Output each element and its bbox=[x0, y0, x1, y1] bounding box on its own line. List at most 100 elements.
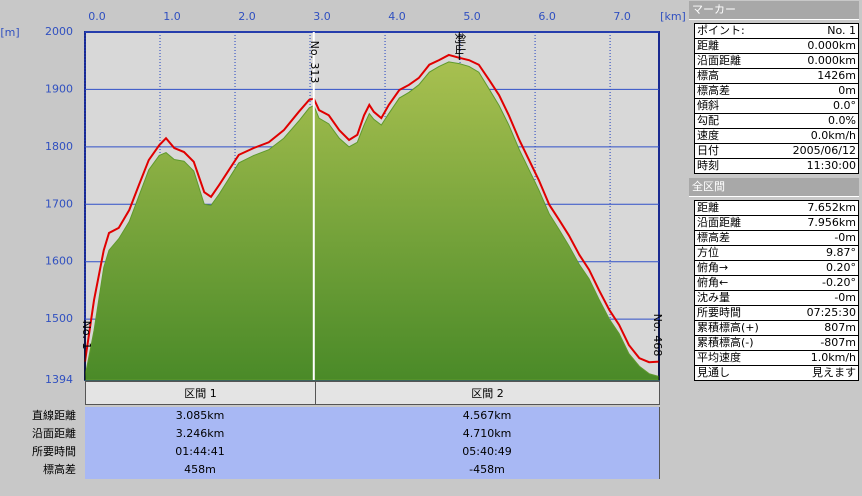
cell: 01:44:41 bbox=[85, 443, 316, 461]
panel-row: 時刻 11:30:00 bbox=[694, 159, 859, 174]
column-header: 区間 2 bbox=[315, 381, 660, 405]
panel-row: 距離 7.652km bbox=[694, 200, 859, 216]
panel-value: 1.0km/h bbox=[810, 351, 856, 364]
marker-panel: マーカーポイント: No. 1 距離 0.000km 沿面距離 0.000km 標高 1426… bbox=[689, 1, 859, 174]
panel-title: 全区間 bbox=[689, 178, 859, 197]
panel-key: 標高 bbox=[697, 69, 719, 82]
panel-key: 沿面距離 bbox=[697, 216, 741, 229]
panel-key: 速度 bbox=[697, 129, 719, 142]
x-tick-label: 7.0 bbox=[613, 10, 631, 23]
cell: 458m bbox=[85, 461, 316, 479]
panel-key: 方位 bbox=[697, 246, 719, 259]
panel-value: 11:30:00 bbox=[806, 159, 856, 172]
panel-key: 沈み量 bbox=[697, 291, 730, 304]
marker-label: 剣山 bbox=[453, 33, 466, 55]
cell: 05:40:49 bbox=[315, 443, 660, 461]
panel-row: 所要時間 07:25:30 bbox=[694, 306, 859, 321]
panel-value: -807m bbox=[820, 336, 856, 349]
cell: 4.710km bbox=[315, 425, 660, 443]
y-tick-label: 2000 bbox=[45, 25, 73, 38]
panel-row: 日付 2005/06/12 bbox=[694, 144, 859, 159]
panel-key: 距離 bbox=[697, 39, 719, 52]
panel-key: 沿面距離 bbox=[697, 54, 741, 67]
panel-key: 標高差 bbox=[697, 84, 730, 97]
panel-key: 所要時間 bbox=[697, 306, 741, 319]
x-tick-label: 4.0 bbox=[388, 10, 406, 23]
y-unit: [m] bbox=[0, 26, 19, 39]
panel-row: ポイント: No. 1 bbox=[694, 23, 859, 39]
panel-key: 勾配 bbox=[697, 114, 719, 127]
y-tick-label: 1394 bbox=[45, 373, 73, 386]
panel-row: 勾配 0.0% bbox=[694, 114, 859, 129]
panel-value: 7.956km bbox=[807, 216, 856, 229]
panel-row: 傾斜 0.0° bbox=[694, 99, 859, 114]
cell: 3.246km bbox=[85, 425, 316, 443]
panel-row: 標高 1426m bbox=[694, 69, 859, 84]
row-label: 所要時間 bbox=[32, 445, 76, 458]
panel-value: 0.0° bbox=[833, 99, 856, 112]
panel-row: 方位 9.87° bbox=[694, 246, 859, 261]
panel-key: 累積標高(+) bbox=[697, 321, 759, 334]
row-label: 直線距離 bbox=[32, 409, 76, 422]
panel-row: 標高差 -0m bbox=[694, 231, 859, 246]
panel-key: 平均速度 bbox=[697, 351, 741, 364]
x-tick-label: 5.0 bbox=[463, 10, 481, 23]
x-tick-label: 2.0 bbox=[238, 10, 256, 23]
panel-value: 07:25:30 bbox=[806, 306, 856, 319]
panel-row: 平均速度 1.0km/h bbox=[694, 351, 859, 366]
panel-row: 累積標高(-) -807m bbox=[694, 336, 859, 351]
panel-key: 累積標高(-) bbox=[697, 336, 754, 349]
panel-value: 0m bbox=[838, 84, 856, 97]
y-tick-label: 1600 bbox=[45, 255, 73, 268]
panel-key: 傾斜 bbox=[697, 99, 719, 112]
panel-row: 沿面距離 0.000km bbox=[694, 54, 859, 69]
panel-value: 0.0% bbox=[828, 114, 856, 127]
panel-value: No. 1 bbox=[827, 24, 856, 37]
marker-label: No. 1 bbox=[80, 321, 93, 350]
panel-row: 俯角→ 0.20° bbox=[694, 261, 859, 276]
panel-value: 7.652km bbox=[807, 201, 856, 214]
panel-row: 沿面距離 7.956km bbox=[694, 216, 859, 231]
panel-row: 俯角← -0.20° bbox=[694, 276, 859, 291]
plot bbox=[84, 31, 660, 381]
panel-value: 0.000km bbox=[807, 39, 856, 52]
panel-value: 2005/06/12 bbox=[792, 144, 856, 157]
panel-value: -0.20° bbox=[822, 276, 856, 289]
y-tick-label: 1800 bbox=[45, 140, 73, 153]
row-label: 沿面距離 bbox=[32, 427, 76, 440]
panel-title: マーカー bbox=[689, 1, 859, 20]
panel-row: 標高差 0m bbox=[694, 84, 859, 99]
total-panel: 全区間距離 7.652km 沿面距離 7.956km 標高差 -0m 方位 9.87° 俯角→ 0… bbox=[689, 178, 859, 381]
panel-value: -0m bbox=[834, 231, 856, 244]
cell: 3.085km bbox=[85, 407, 316, 425]
x-tick-label: 1.0 bbox=[163, 10, 181, 23]
panel-row: 沈み量 -0m bbox=[694, 291, 859, 306]
panel-row: 見通し 見えます bbox=[694, 366, 859, 381]
panel-value: 9.87° bbox=[826, 246, 856, 259]
panel-key: 見通し bbox=[697, 366, 730, 379]
marker-label: No. 468 bbox=[651, 314, 664, 357]
panel-value: -0m bbox=[834, 291, 856, 304]
panel-key: ポイント: bbox=[697, 24, 745, 37]
cell: -458m bbox=[315, 461, 660, 479]
panel-value: 1426m bbox=[817, 69, 856, 82]
panel-key: 標高差 bbox=[697, 231, 730, 244]
panel-value: 0.20° bbox=[826, 261, 856, 274]
panel-row: 距離 0.000km bbox=[694, 39, 859, 54]
marker-label: No. 313 bbox=[308, 41, 321, 84]
panel-value: 0.0km/h bbox=[810, 129, 856, 142]
panel-value: 見えます bbox=[812, 366, 856, 379]
panel-key: 俯角→ bbox=[697, 261, 729, 274]
y-tick-label: 1500 bbox=[45, 312, 73, 325]
x-tick-label: 3.0 bbox=[313, 10, 331, 23]
y-tick-label: 1900 bbox=[45, 82, 73, 95]
column-header: 区間 1 bbox=[85, 381, 316, 405]
panel-value: 0.000km bbox=[807, 54, 856, 67]
panel-row: 速度 0.0km/h bbox=[694, 129, 859, 144]
panel-key: 俯角← bbox=[697, 276, 729, 289]
panel-value: 807m bbox=[824, 321, 856, 334]
panel-key: 日付 bbox=[697, 144, 719, 157]
panel-row: 累積標高(+) 807m bbox=[694, 321, 859, 336]
